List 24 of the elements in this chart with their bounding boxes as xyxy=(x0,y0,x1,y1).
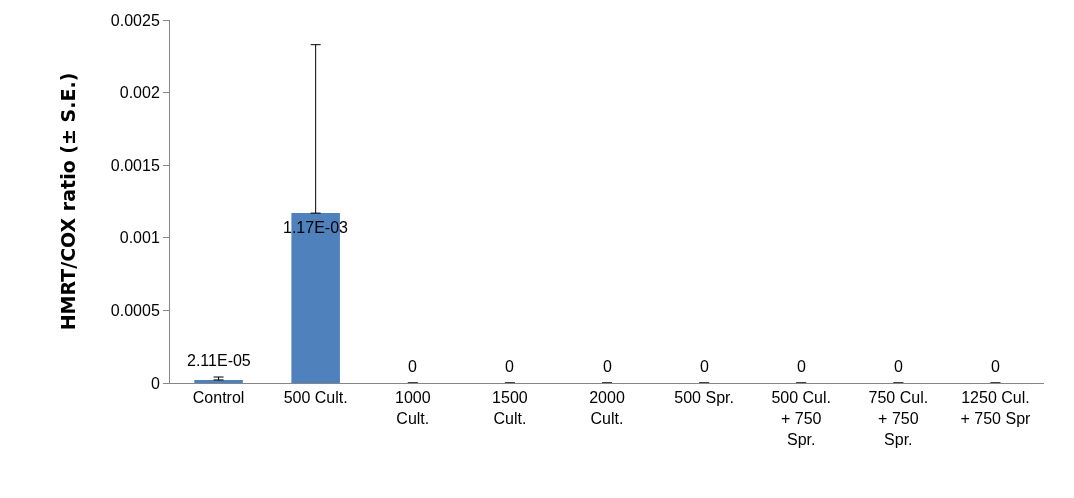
data-label: 0 xyxy=(797,358,806,375)
y-tick-label: 0 xyxy=(150,374,160,392)
x-tick-label: 500 Spr. xyxy=(674,389,734,407)
data-label: 2.11E-05 xyxy=(187,352,251,369)
data-label: 0 xyxy=(894,358,903,375)
y-tick-label: 0.0015 xyxy=(110,156,160,174)
data-label: 0 xyxy=(505,358,514,375)
data-label: 0 xyxy=(603,358,612,375)
y-tick-label: 0.0005 xyxy=(110,302,160,319)
x-tick-label: 2000 Cult. xyxy=(589,389,625,427)
x-tick-label: 1500 Cult. xyxy=(492,389,528,427)
y-axis-title: HMRT/COX ratio (± S.E.) xyxy=(56,72,79,331)
y-tick-label: 0.0025 xyxy=(110,11,160,29)
x-tick-label: 500 Cult. xyxy=(283,389,348,407)
y-tick-label: 0.001 xyxy=(119,229,160,247)
data-label: 0 xyxy=(700,358,709,375)
x-tick-label: Control xyxy=(192,389,245,407)
x-tick-label: 500 Cul. + 750 Spr. xyxy=(771,389,832,448)
x-tick-label: 750 Cul. + 750 Spr. xyxy=(868,389,929,448)
x-tick-label: 1000 Cult. xyxy=(394,389,431,427)
x-tick-label: 1250 Cul. + 750 Spr xyxy=(960,389,1032,427)
data-label: 0 xyxy=(408,358,417,375)
y-tick-label: 0.002 xyxy=(119,84,160,102)
data-label: 0 xyxy=(991,358,1000,375)
